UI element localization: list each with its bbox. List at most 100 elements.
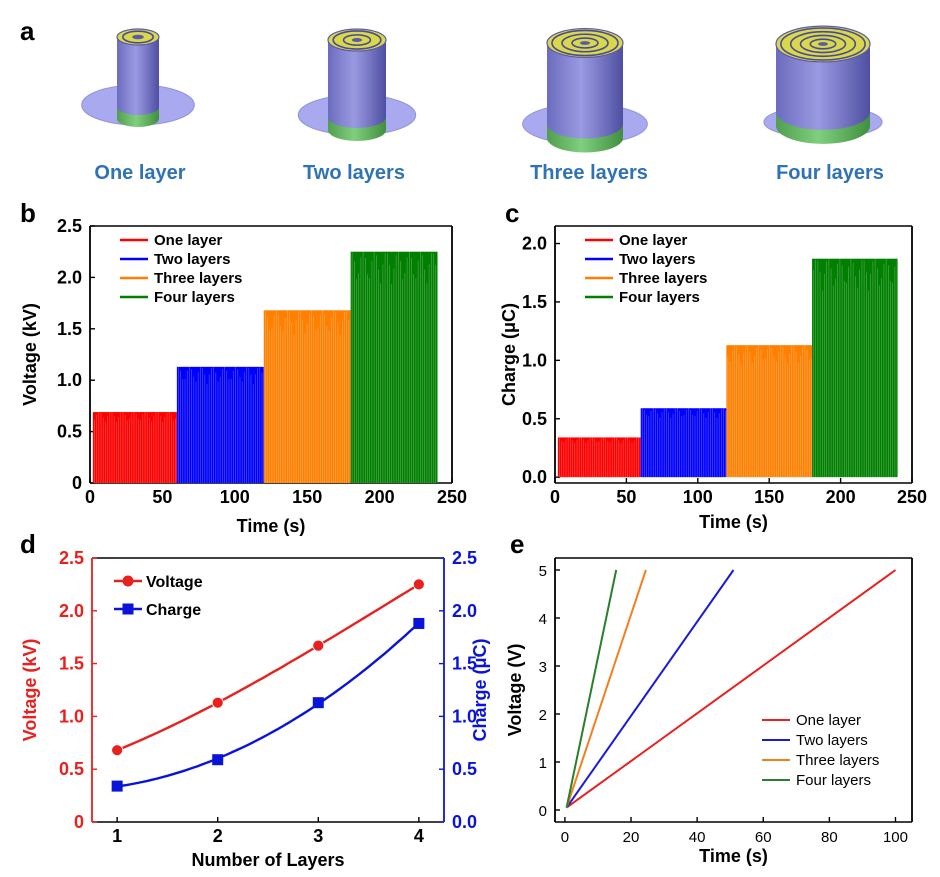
legend-label: Two layers: [619, 251, 695, 268]
x-tick-label: 0: [85, 487, 95, 507]
cylinder-1: [81, 28, 195, 127]
y2-axis-label: Charge (μC): [470, 638, 490, 741]
legend-label: Four layers: [154, 289, 235, 306]
y-tick-label: 0.5: [59, 759, 84, 779]
y-tick-label: 0: [539, 803, 547, 820]
signal-oscillation: [351, 251, 436, 483]
signal-block: [557, 437, 641, 478]
x-axis-label: Time (s): [699, 846, 768, 866]
x-tick-label: 200: [826, 487, 856, 507]
panel-label-d: d: [20, 529, 36, 559]
x-tick-label: 150: [754, 487, 784, 507]
y-tick-label: 2: [539, 707, 547, 724]
legend-label: Three layers: [619, 270, 707, 287]
data-point: [412, 578, 425, 591]
series-line: [565, 569, 735, 809]
y-tick-label: 0.5: [57, 422, 82, 442]
x-tick-label: 60: [755, 829, 772, 846]
series-one-layer: [557, 437, 641, 478]
signal-oscillation: [727, 345, 812, 478]
data-point: [413, 617, 425, 629]
x-axis-label: Time (s): [237, 516, 306, 536]
legend-label: Voltage: [146, 574, 203, 591]
chart-d: d 1 2 3 4 0 0.5 1.0 1.5 2.0 2.5 0.0 0.5 1.0 1.5 2.0 2.5 N…: [20, 529, 490, 870]
shell-body: [776, 44, 870, 130]
panel-label-e: e: [510, 529, 524, 559]
signal-oscillation: [559, 437, 639, 478]
coil-ring: [799, 34, 847, 54]
x-tick-label: 100: [683, 487, 713, 507]
signal-oscillation: [813, 258, 898, 478]
x-tick-label: 100: [220, 487, 250, 507]
core: [132, 34, 144, 40]
y-tick-label: 1: [539, 755, 547, 772]
coil-ring: [332, 30, 382, 50]
y2-tick-label: 1.0: [452, 706, 477, 726]
x-tick-label: 0: [550, 487, 560, 507]
series-line: [116, 622, 420, 788]
legend-label: Four layers: [619, 289, 700, 306]
signal-block: [350, 251, 438, 483]
y-axis-label: Voltage (kV): [20, 639, 40, 742]
x-tick-label: 250: [897, 487, 927, 507]
y-tick-label: 1.0: [57, 370, 82, 390]
signal-block: [263, 310, 351, 483]
y-tick-label: 0: [72, 473, 82, 493]
data-point: [212, 754, 224, 766]
legend-label: One layer: [796, 712, 861, 729]
chart-c: c 0 50 100 150 200 250 0.0 0.5 1.0 1.5 2.0 Time (s) C…: [499, 198, 927, 532]
y2-tick-label: 0.5: [452, 759, 477, 779]
data-point: [312, 639, 325, 652]
y-tick-label: 1.0: [522, 350, 547, 370]
shell-body: [547, 43, 623, 139]
series-line: [565, 569, 618, 808]
y-tick-label: 2.0: [59, 601, 84, 621]
legend-label: One layer: [619, 232, 688, 249]
series-three-layers: [565, 569, 647, 808]
series-two-layers: [176, 366, 264, 483]
series-four-layers: [565, 569, 618, 808]
panel-label-b: b: [20, 198, 36, 228]
signal-block: [92, 412, 177, 483]
y-tick-label: 2.5: [59, 548, 84, 568]
y-tick-label: 0.0: [522, 467, 547, 487]
coil-ring: [571, 37, 599, 49]
x-tick-label: 1: [112, 826, 122, 846]
y-tick-label: 1.5: [59, 654, 84, 674]
panel-label-a: a: [20, 16, 35, 46]
legend-label: Four layers: [796, 772, 871, 789]
x-tick-label: 4: [414, 826, 424, 846]
series-line: [566, 569, 897, 809]
legend-label: Charge: [146, 602, 201, 619]
x-tick-label: 100: [883, 829, 908, 846]
signal-oscillation: [265, 310, 350, 483]
signal-oscillation: [94, 412, 177, 483]
y-tick-label: 1.0: [59, 706, 84, 726]
coil-ring: [809, 38, 837, 50]
series-two-layers: [565, 569, 735, 809]
y-tick-label: 4: [539, 611, 547, 628]
legend-marker: [122, 575, 134, 587]
core: [351, 38, 363, 42]
shell-body: [328, 40, 386, 129]
cylinder-3: [522, 27, 648, 153]
caption-1: One layer: [94, 162, 185, 184]
coil-ring: [780, 27, 866, 61]
y-tick-label: 2.0: [57, 267, 82, 287]
legend-label: One layer: [154, 232, 223, 249]
series-voltage: [111, 578, 425, 757]
signal-block: [176, 366, 264, 483]
series-two-layers: [640, 408, 727, 478]
y2-tick-label: 2.5: [452, 548, 477, 568]
signal-oscillation: [178, 366, 263, 483]
core: [818, 42, 828, 46]
coil-ring: [122, 30, 154, 44]
cylinder-2: [297, 28, 417, 142]
caption-4: Four layers: [776, 162, 884, 184]
y-tick-label: 2.0: [522, 234, 547, 254]
panel-label-c: c: [505, 198, 519, 228]
caption-2: Two layers: [303, 162, 405, 184]
caption-3: Three layers: [530, 162, 648, 184]
